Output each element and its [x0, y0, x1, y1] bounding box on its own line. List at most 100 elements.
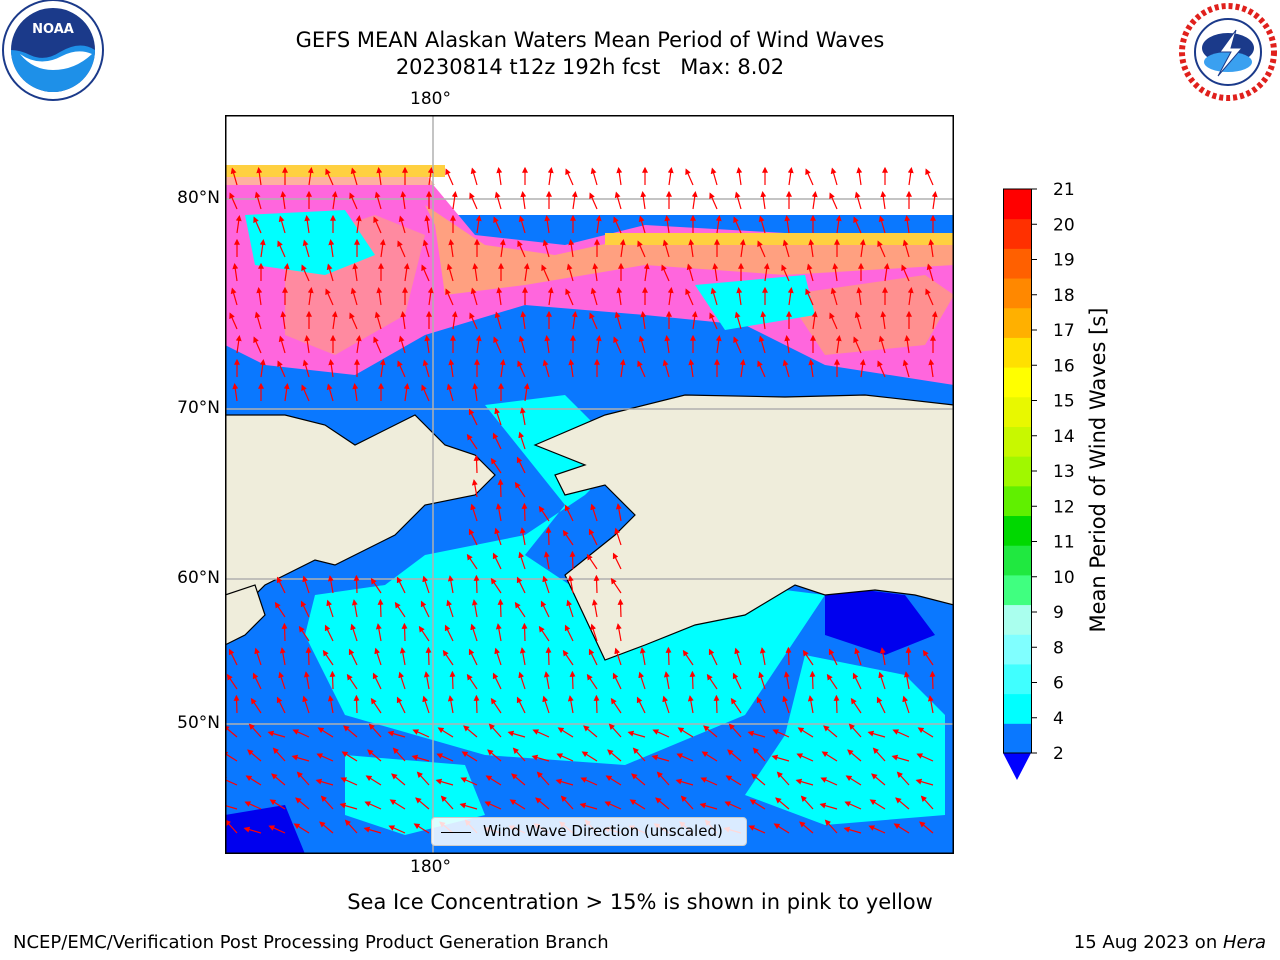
wind-wave-arrow — [325, 288, 334, 306]
wind-wave-arrow — [269, 799, 286, 810]
wind-wave-arrow — [303, 671, 310, 690]
wind-wave-arrow — [446, 599, 454, 618]
wind-wave-arrow — [492, 432, 502, 450]
wind-wave-arrow — [268, 825, 286, 834]
wind-wave-arrow — [811, 311, 818, 330]
wind-wave-arrow — [291, 754, 310, 762]
wind-wave-arrow — [691, 191, 698, 210]
wind-wave-arrow — [518, 551, 526, 570]
wind-wave-arrow — [802, 649, 814, 666]
wind-wave-arrow — [832, 263, 839, 282]
wind-wave-arrow — [844, 801, 862, 810]
chukotka-landmass — [225, 414, 496, 606]
wind-wave-arrow — [843, 826, 862, 834]
wind-wave-arrow — [421, 384, 430, 402]
wind-wave-arrow — [499, 239, 506, 258]
wind-wave-arrow — [471, 479, 478, 498]
wind-wave-arrow — [907, 167, 914, 186]
wind-wave-arrow — [680, 795, 694, 810]
wind-wave-arrow — [701, 751, 718, 762]
wind-wave-arrow — [564, 624, 574, 642]
wind-wave-arrow — [589, 312, 598, 330]
wind-wave-arrow — [809, 670, 816, 690]
wind-wave-arrow — [535, 797, 550, 810]
wind-wave-arrow — [638, 215, 646, 234]
wind-wave-arrow — [370, 697, 382, 714]
wind-wave-arrow — [531, 754, 550, 762]
wind-wave-arrow — [392, 747, 406, 762]
wind-wave-arrow — [748, 825, 766, 834]
colorbar-tick-label: 4 — [1053, 709, 1064, 729]
wind-wave-arrow — [391, 773, 406, 786]
wind-wave-arrow — [612, 672, 622, 690]
wind-wave-arrow — [614, 527, 622, 546]
wind-wave-arrow — [339, 802, 358, 810]
alaska-landmass — [533, 394, 954, 661]
wind-wave-arrow — [424, 335, 431, 354]
colorbar-swatch — [1003, 426, 1032, 457]
wind-wave-arrow — [346, 673, 358, 690]
wind-wave-arrow — [775, 797, 790, 810]
wind-wave-arrow — [901, 264, 910, 282]
wind-wave-arrow — [253, 216, 262, 234]
land-masses — [225, 394, 954, 661]
colorbar-tick-label: 20 — [1053, 215, 1075, 235]
wind-wave-arrow — [245, 775, 262, 786]
wind-wave-arrow — [507, 730, 526, 738]
wind-wave-arrow — [348, 648, 358, 666]
wind-wave-arrow — [751, 773, 766, 786]
wind-wave-arrow — [823, 725, 838, 738]
wind-wave-arrow — [448, 239, 455, 258]
wind-wave-arrow — [495, 623, 502, 642]
wind-wave-arrow — [355, 215, 362, 234]
colorbar: 2 4 6 8 9 10 11 12 13 14 15 16 17 18 19 20 21 — [1003, 180, 1075, 780]
wind-wave-arrow — [556, 753, 574, 762]
wind-wave-arrow — [370, 577, 382, 594]
deep-blue-patches — [225, 585, 935, 854]
wind-wave-arrow — [425, 646, 432, 666]
wind-wave-arrow — [859, 359, 866, 378]
wind-wave-arrow — [651, 754, 670, 762]
wind-wave-arrow — [436, 753, 454, 762]
wind-wave-arrow — [854, 311, 862, 330]
wind-wave-arrow — [564, 504, 574, 522]
wind-wave-arrow — [397, 360, 406, 378]
wind-wave-arrow — [451, 311, 458, 330]
colorbar-tick-label: 11 — [1053, 533, 1075, 553]
wind-wave-arrow — [466, 553, 478, 570]
wind-wave-arrow — [497, 478, 504, 498]
wind-wave-arrow — [877, 360, 886, 378]
wind-wave-arrow — [272, 747, 286, 762]
wind-wave-arrow — [727, 749, 742, 762]
wind-wave-arrow — [451, 191, 458, 210]
wind-wave-arrow — [422, 239, 430, 258]
wind-wave-arrow — [542, 239, 550, 258]
wind-wave-arrow — [427, 167, 434, 186]
wind-wave-arrow — [782, 695, 790, 714]
wind-wave-arrow — [783, 671, 790, 690]
wind-wave-arrow — [617, 598, 624, 618]
wind-wave-arrow — [396, 576, 406, 594]
colorbar-swatch — [1003, 367, 1032, 398]
colorbar-swatch — [1003, 604, 1032, 635]
wind-wave-arrow — [733, 336, 742, 354]
wind-wave-arrow — [304, 215, 311, 234]
wind-wave-arrow — [805, 168, 814, 186]
colorbar-tick-label: 15 — [1053, 392, 1075, 412]
wind-wave-arrow — [372, 672, 382, 690]
wind-wave-arrow — [829, 312, 838, 330]
wind-wave-arrow — [277, 360, 286, 378]
wind-wave-arrow — [523, 383, 530, 402]
wind-wave-arrow — [485, 775, 502, 786]
wind-wave-arrow — [784, 335, 791, 354]
colorbar-swatch — [1003, 337, 1032, 368]
wind-wave-arrow — [591, 599, 598, 618]
wind-wave-arrow — [605, 775, 622, 786]
wind-wave-arrow — [682, 649, 694, 666]
kamchatka-landmass — [225, 584, 266, 646]
wind-wave-arrow — [446, 263, 454, 282]
wind-wave-arrow — [665, 646, 672, 666]
wind-wave-arrow — [615, 503, 622, 522]
wind-wave-arrow — [555, 778, 574, 786]
wind-wave-arrow — [343, 725, 358, 738]
